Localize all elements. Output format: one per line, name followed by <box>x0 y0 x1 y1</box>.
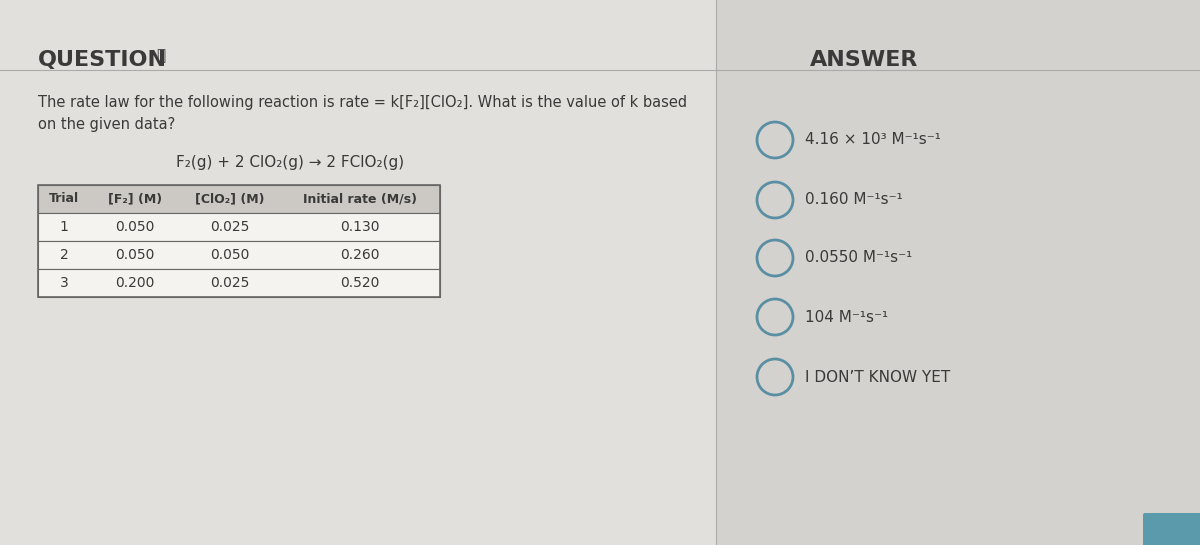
Text: 0.160 M⁻¹s⁻¹: 0.160 M⁻¹s⁻¹ <box>805 192 902 208</box>
Text: 0.050: 0.050 <box>115 248 155 262</box>
Bar <box>0 0 716 545</box>
Text: 0.050: 0.050 <box>210 248 250 262</box>
Bar <box>38 185 440 297</box>
Text: ⓘ: ⓘ <box>156 48 166 63</box>
Text: on the given data?: on the given data? <box>38 117 175 132</box>
Text: [ClO₂] (M): [ClO₂] (M) <box>196 192 265 205</box>
Text: 1: 1 <box>60 220 68 234</box>
Text: 0.0550 M⁻¹s⁻¹: 0.0550 M⁻¹s⁻¹ <box>805 251 912 265</box>
Bar <box>716 0 1200 545</box>
Bar <box>38 213 440 241</box>
Text: 2: 2 <box>60 248 68 262</box>
Text: The rate law for the following reaction is rate = k[F₂][ClO₂]. What is the value: The rate law for the following reaction … <box>38 95 688 110</box>
Text: 4.16 × 10³ M⁻¹s⁻¹: 4.16 × 10³ M⁻¹s⁻¹ <box>805 132 941 148</box>
Text: 0.200: 0.200 <box>115 276 155 290</box>
Bar <box>38 185 440 213</box>
Text: 0.260: 0.260 <box>341 248 379 262</box>
FancyBboxPatch shape <box>1142 513 1200 545</box>
Text: 104 M⁻¹s⁻¹: 104 M⁻¹s⁻¹ <box>805 310 888 324</box>
Text: [F₂] (M): [F₂] (M) <box>108 192 162 205</box>
Text: ANSWER: ANSWER <box>810 50 918 70</box>
Bar <box>38 269 440 297</box>
Text: 0.520: 0.520 <box>341 276 379 290</box>
Text: QUESTION: QUESTION <box>38 50 167 70</box>
Text: 0.025: 0.025 <box>210 276 250 290</box>
Text: 0.050: 0.050 <box>115 220 155 234</box>
Text: 3: 3 <box>60 276 68 290</box>
Text: Trial: Trial <box>49 192 79 205</box>
Text: 0.025: 0.025 <box>210 220 250 234</box>
Text: 0.130: 0.130 <box>341 220 379 234</box>
Bar <box>38 241 440 269</box>
Text: Initial rate (M/s): Initial rate (M/s) <box>302 192 418 205</box>
Text: F₂(g) + 2 ClO₂(g) → 2 FClO₂(g): F₂(g) + 2 ClO₂(g) → 2 FClO₂(g) <box>176 155 404 170</box>
Text: I DON’T KNOW YET: I DON’T KNOW YET <box>805 370 950 385</box>
